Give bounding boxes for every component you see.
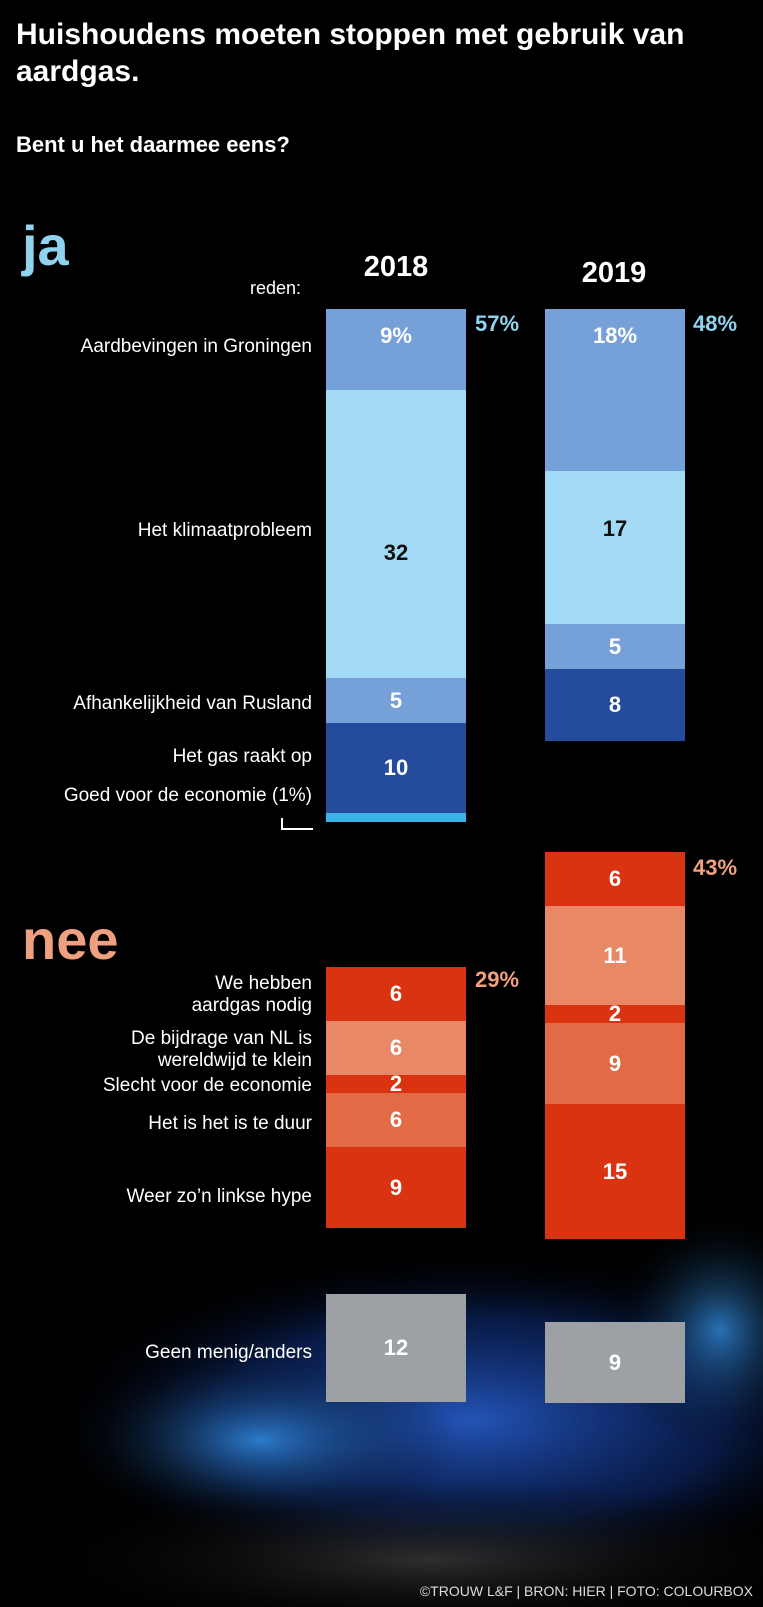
bar-segment-economie-slecht-2019: 2 (545, 1001, 685, 1026)
label-aardgas-nodig-text: We hebben aardgas nodig (191, 973, 312, 1016)
bar-segment-bijdrage-klein-2018: 6 (326, 1021, 466, 1075)
label-te-duur: Het is het is te duur (148, 1113, 312, 1134)
nee-total-2018: 29% (475, 967, 520, 992)
ja-total-2018: 57% (475, 311, 520, 336)
bar-segment-aardbevingen-2018: 9% (326, 309, 466, 390)
bar-value-label: 6 (389, 1035, 403, 1060)
bar-value-label: 2 (608, 1001, 622, 1026)
label-economie-goed: Goed voor de economie (1%) (63, 785, 312, 806)
nee-total-2019: 43% (693, 855, 738, 880)
bar-value-label: 5 (389, 687, 403, 713)
bar-segment-linkse-hype-2019: 15 (545, 1104, 685, 1239)
bar-segment-economie-slecht-2018: 2 (326, 1071, 466, 1096)
bar-segment-te-duur-2019: 9 (545, 1023, 685, 1104)
ja-section-label: ja (22, 214, 69, 277)
bar-value-label: 9 (608, 1349, 622, 1375)
bar-value-label: 9 (608, 1050, 622, 1076)
bar-segment-rusland-2018: 5 (326, 678, 466, 723)
bar-value-label: 6 (389, 981, 403, 1006)
bar-value-label: 5 (608, 633, 622, 659)
bar-segment-gas-op-2019: 8 (545, 669, 685, 741)
bar-value-label: 12 (383, 1335, 409, 1360)
label-economie-slecht: Slecht voor de economie (102, 1075, 312, 1096)
label-klimaat: Het klimaatprobleem (137, 520, 312, 541)
label-rusland: Afhankelijkheid van Rusland (73, 693, 312, 714)
bar-segment-te-duur-2018: 6 (326, 1093, 466, 1147)
bar-value-label: 10 (383, 755, 409, 780)
label-aardgas-nodig: We hebben aardgas nodig (162, 973, 312, 1017)
label-bijdrage-klein: De bijdrage van NL is wereldwijd te klei… (82, 1028, 312, 1072)
label-geen-menig: Geen menig/anders (145, 1342, 312, 1363)
bar-value-label: 2 (389, 1071, 403, 1096)
bar-value-label: 6 (608, 866, 622, 891)
bar-value-label: 8 (608, 692, 622, 717)
bar-segment-aardbevingen-2019: 18% (545, 309, 685, 471)
year-label-2019: 2019 (581, 257, 647, 289)
bar-segment-aardgas-nodig-2018: 6 (326, 967, 466, 1021)
bar-segment-klimaat-2018: 32 (326, 390, 466, 678)
chart-title: Huishoudens moeten stoppen met gebruik v… (16, 18, 685, 88)
bar-value-label: 17 (602, 516, 628, 541)
bar-value-label: 6 (389, 1107, 403, 1132)
bar-value-label: 18% (592, 323, 638, 348)
bar-value-label: 32 (383, 540, 409, 565)
label-linkse-hype: Weer zo’n linkse hype (126, 1186, 312, 1207)
bar-segment-linkse-hype-2018: 9 (326, 1147, 466, 1228)
ja-total-2019: 48% (693, 311, 738, 336)
bar-value-label: 11 (603, 942, 627, 968)
bar-segment-bijdrage-klein-2019: 11 (545, 906, 685, 1005)
credit-line: ©TROUW L&F | BRON: HIER | FOTO: COLOURBO… (419, 1583, 753, 1599)
economie-bracket (281, 818, 313, 830)
bar-segment-gas-op-2018: 10 (326, 723, 466, 813)
year-label-2018: 2018 (363, 251, 429, 283)
bar-segment-klimaat-2019: 17 (545, 471, 685, 624)
reden-label: reden: (250, 278, 302, 298)
label-bijdrage-klein-text: De bijdrage van NL is wereldwijd te klei… (131, 1028, 312, 1071)
nee-section-label: nee (22, 908, 119, 971)
bar-segment-aardgas-nodig-2019: 6 (545, 852, 685, 906)
bar-segment-economie-goed-2018 (326, 813, 466, 822)
bar-segment-geen-menig-2018: 12 (326, 1294, 466, 1402)
bar-value-label: 9 (389, 1174, 403, 1200)
bar-segment-rusland-2019: 5 (545, 624, 685, 669)
bar-value-label: 9% (380, 323, 412, 348)
label-aardbevingen: Aardbevingen in Groningen (80, 336, 312, 357)
label-gas-op: Het gas raakt op (172, 746, 312, 767)
chart-subtitle: Bent u het daarmee eens? (16, 132, 290, 157)
bar-segment-geen-menig-2019: 9 (545, 1322, 685, 1403)
bar-value-label: 15 (602, 1158, 628, 1184)
